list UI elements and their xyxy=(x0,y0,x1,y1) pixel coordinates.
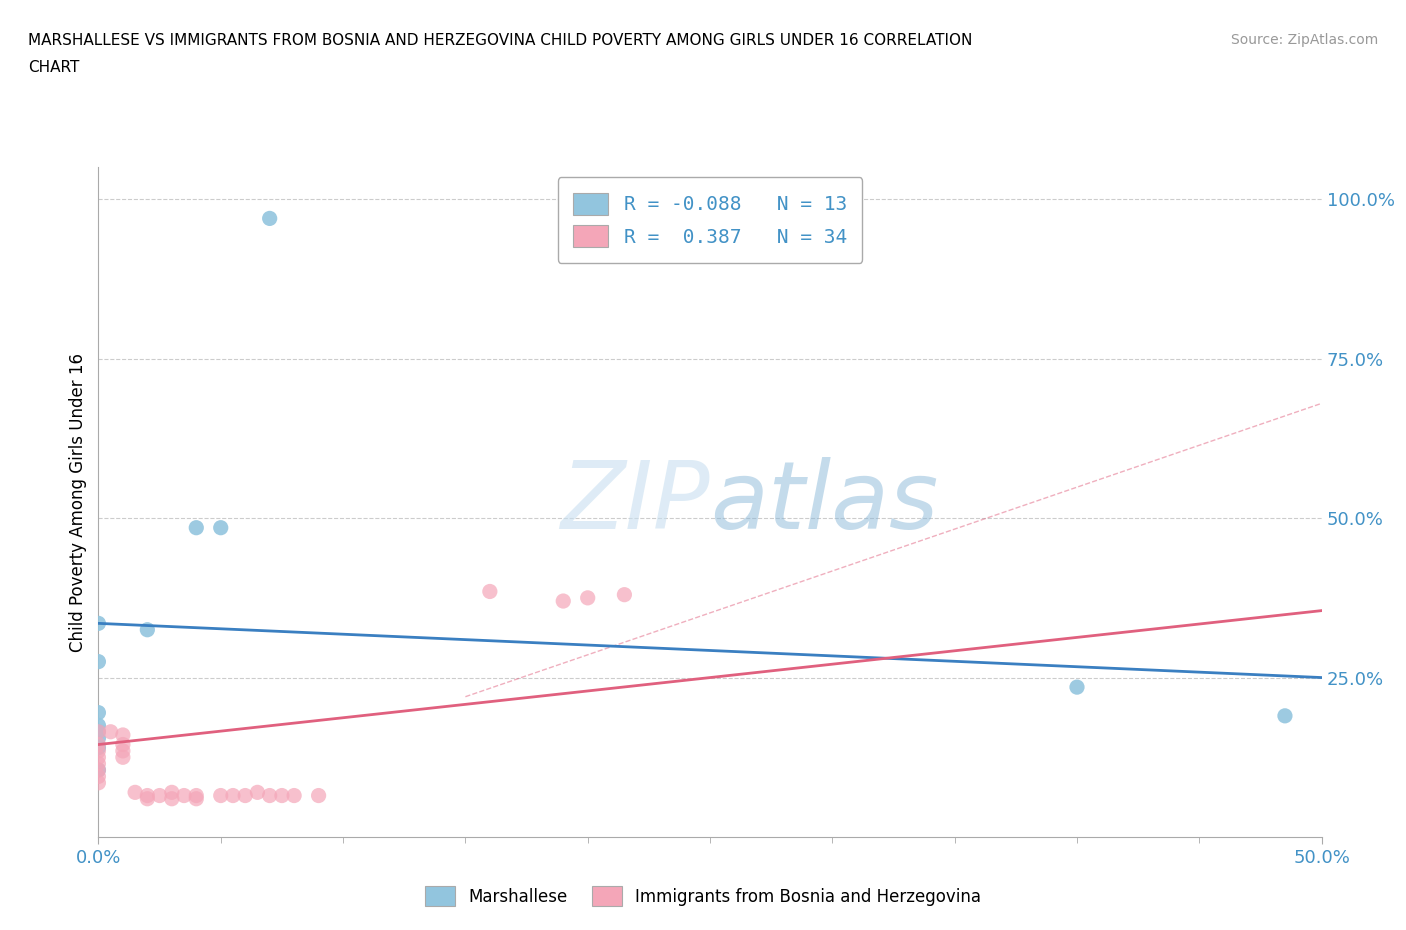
Point xyxy=(87,731,110,746)
Point xyxy=(1066,680,1088,695)
Point xyxy=(136,791,159,806)
Point xyxy=(209,788,232,803)
Point xyxy=(160,791,183,806)
Point xyxy=(87,616,110,631)
Point xyxy=(87,737,110,752)
Point xyxy=(576,591,599,605)
Point xyxy=(87,654,110,669)
Point xyxy=(233,788,256,803)
Text: CHART: CHART xyxy=(28,60,80,75)
Point xyxy=(246,785,269,800)
Point xyxy=(308,788,330,803)
Point xyxy=(186,791,208,806)
Point xyxy=(87,705,110,720)
Point xyxy=(259,788,281,803)
Point xyxy=(87,740,110,755)
Legend: Marshallese, Immigrants from Bosnia and Herzegovina: Marshallese, Immigrants from Bosnia and … xyxy=(418,880,988,912)
Point xyxy=(270,788,294,803)
Point xyxy=(87,763,110,777)
Point xyxy=(87,743,110,758)
Point xyxy=(186,788,208,803)
Point xyxy=(613,587,636,602)
Text: ZIP: ZIP xyxy=(561,457,710,548)
Point xyxy=(553,593,575,608)
Point xyxy=(136,788,159,803)
Text: Source: ZipAtlas.com: Source: ZipAtlas.com xyxy=(1230,33,1378,46)
Text: MARSHALLESE VS IMMIGRANTS FROM BOSNIA AND HERZEGOVINA CHILD POVERTY AMONG GIRLS : MARSHALLESE VS IMMIGRANTS FROM BOSNIA AN… xyxy=(28,33,973,47)
Point xyxy=(87,724,110,739)
Point xyxy=(100,724,122,739)
Point xyxy=(209,520,232,535)
Point xyxy=(283,788,305,803)
Point xyxy=(87,724,110,739)
Point xyxy=(111,737,134,752)
Point xyxy=(87,718,110,733)
Point xyxy=(149,788,172,803)
Point xyxy=(1274,709,1296,724)
Point xyxy=(160,785,183,800)
Point xyxy=(87,756,110,771)
Legend: R = -0.088   N = 13, R =  0.387   N = 34: R = -0.088 N = 13, R = 0.387 N = 34 xyxy=(558,177,862,263)
Point xyxy=(111,727,134,742)
Point xyxy=(87,776,110,790)
Point xyxy=(173,788,195,803)
Point xyxy=(124,785,146,800)
Point xyxy=(186,520,208,535)
Point xyxy=(87,769,110,784)
Point xyxy=(87,750,110,764)
Point xyxy=(111,743,134,758)
Point xyxy=(222,788,245,803)
Point xyxy=(87,763,110,777)
Point xyxy=(259,211,281,226)
Point xyxy=(136,622,159,637)
Point xyxy=(111,750,134,764)
Point xyxy=(478,584,501,599)
Text: atlas: atlas xyxy=(710,457,938,548)
Y-axis label: Child Poverty Among Girls Under 16: Child Poverty Among Girls Under 16 xyxy=(69,352,87,652)
